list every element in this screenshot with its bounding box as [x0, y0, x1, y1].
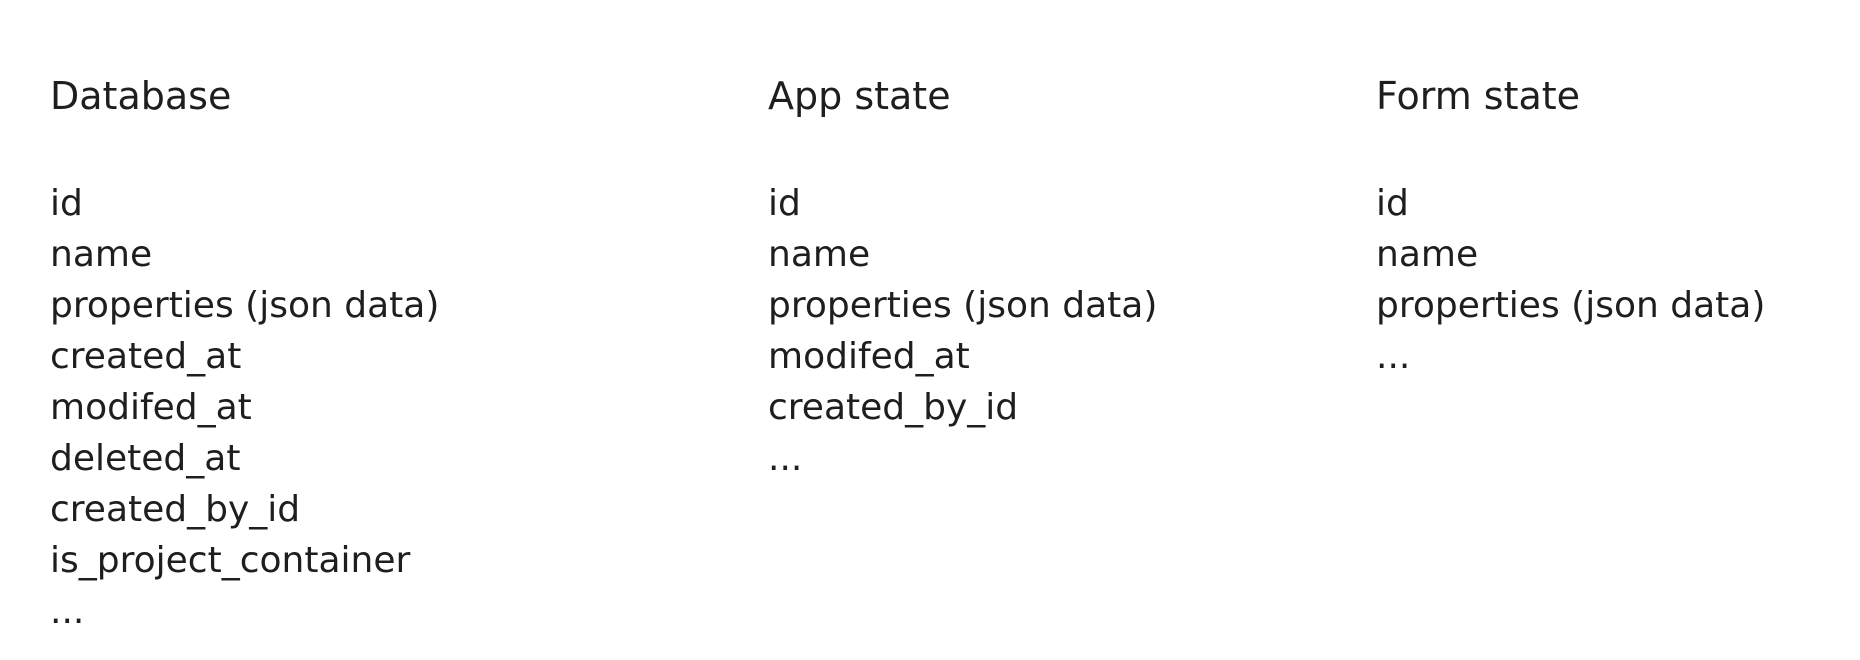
app-state-field: name — [768, 234, 871, 275]
app-state-field: created_by_id — [768, 387, 1019, 428]
database-field: name — [50, 234, 153, 275]
app-state-field: properties (json data) — [768, 285, 1158, 326]
database-field-list: id name properties (json data) created_a… — [50, 178, 439, 637]
form-state-field: properties (json data) — [1376, 285, 1766, 326]
form-state-field: id — [1376, 183, 1409, 224]
form-state-column: Form state id name properties (json data… — [1376, 72, 1765, 382]
database-field: properties (json data) — [50, 285, 440, 326]
database-field: created_at — [50, 336, 242, 377]
form-state-title: Form state — [1376, 74, 1581, 118]
form-state-field: name — [1376, 234, 1479, 275]
database-field: id — [50, 183, 83, 224]
database-field: ... — [50, 591, 85, 632]
app-state-field-list: id name properties (json data) modifed_a… — [768, 178, 1157, 484]
database-field: is_project_container — [50, 540, 411, 581]
database-field: created_by_id — [50, 489, 301, 530]
form-state-field-list: id name properties (json data) ... — [1376, 178, 1765, 382]
app-state-field: ... — [768, 438, 803, 479]
app-state-field: modifed_at — [768, 336, 970, 377]
database-column: Database id name properties (json data) … — [50, 72, 439, 637]
database-title: Database — [50, 74, 232, 118]
database-field: modifed_at — [50, 387, 252, 428]
database-field: deleted_at — [50, 438, 241, 479]
app-state-field: id — [768, 183, 801, 224]
form-state-field: ... — [1376, 336, 1411, 377]
app-state-title: App state — [768, 74, 951, 118]
app-state-column: App state id name properties (json data)… — [768, 72, 1157, 484]
